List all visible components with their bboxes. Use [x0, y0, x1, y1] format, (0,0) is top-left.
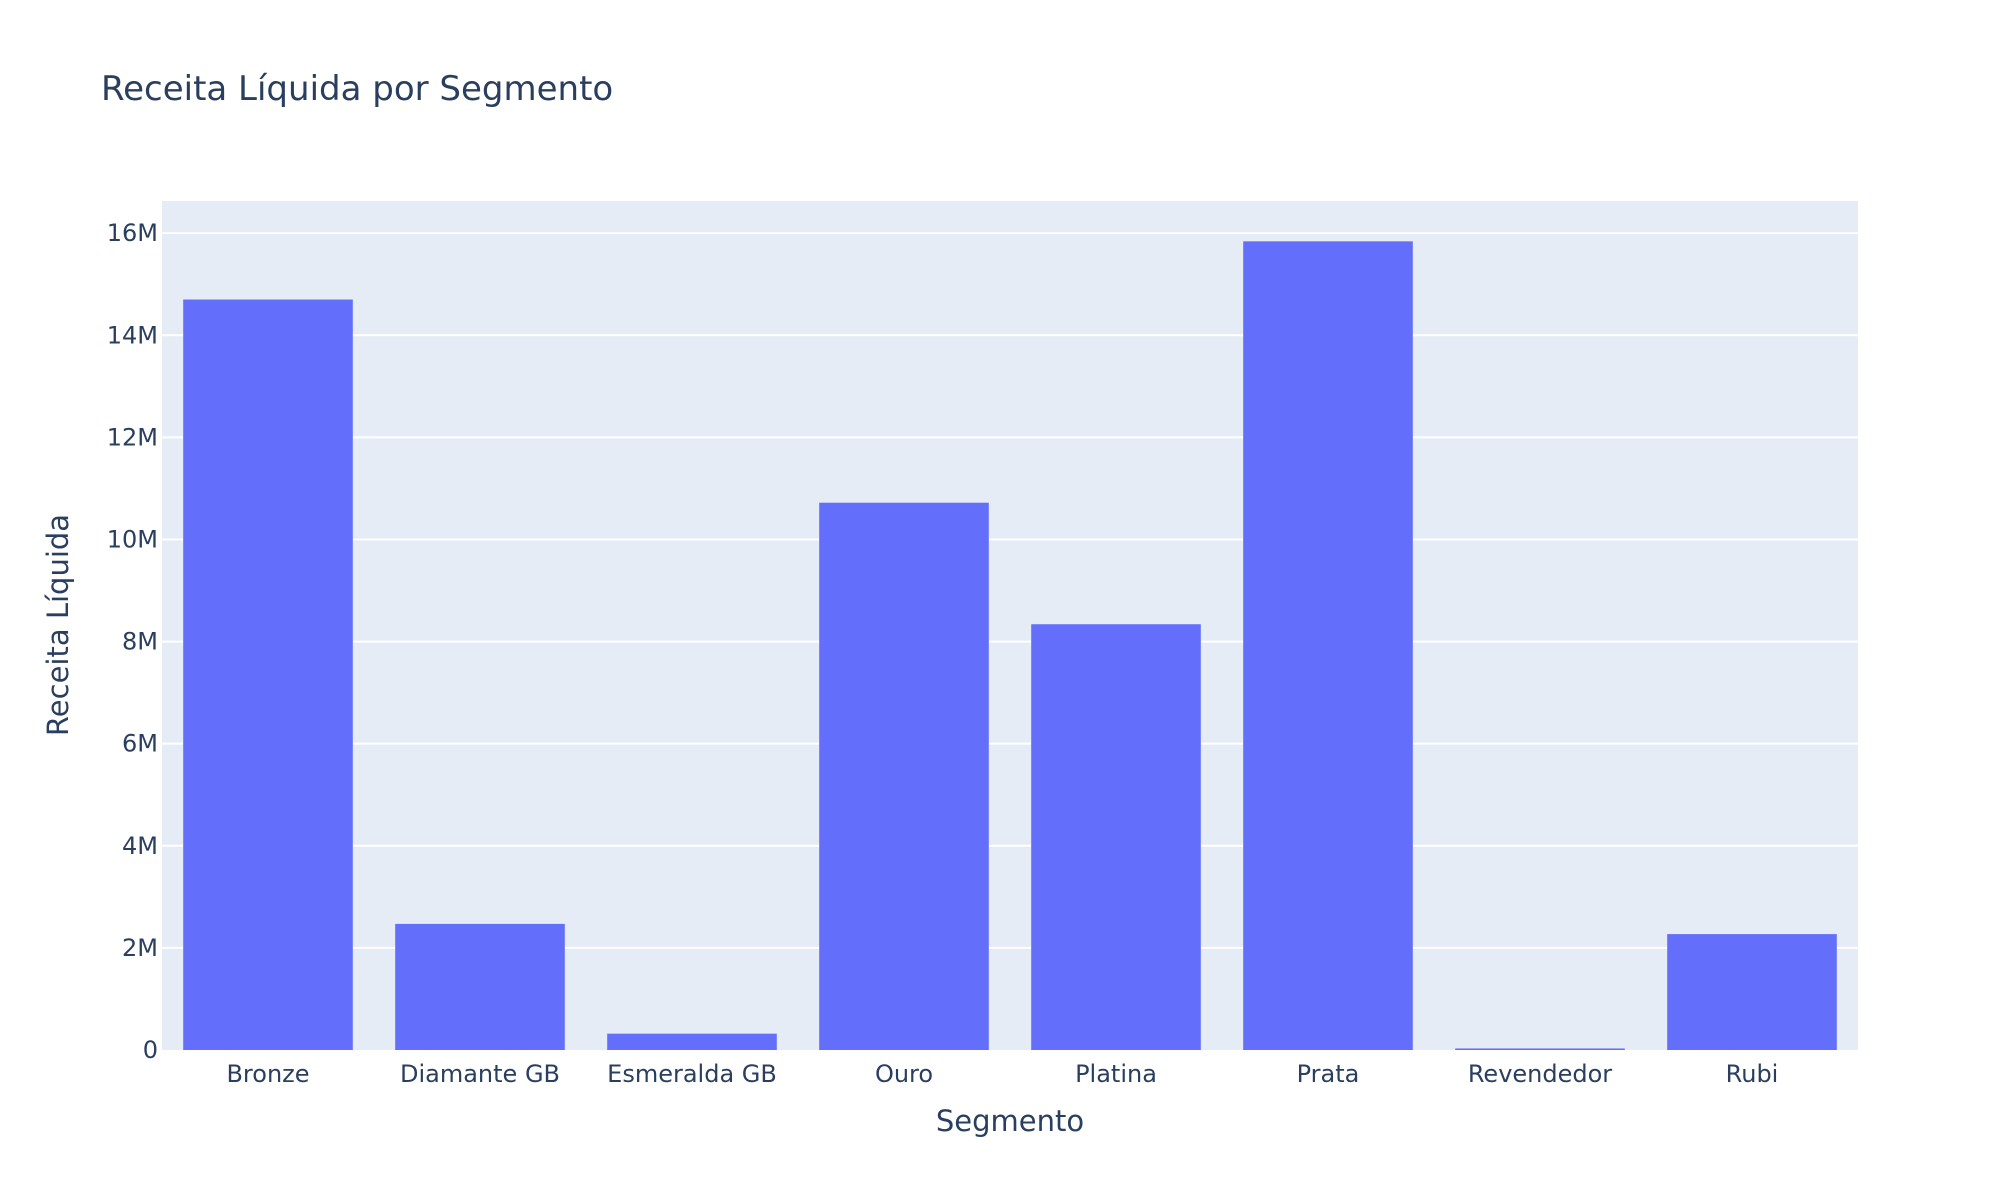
- bar-ouro: [819, 502, 989, 1050]
- plot-area: [162, 201, 1858, 1050]
- y-tick-label: 2M: [122, 934, 158, 962]
- y-tick-label: 16M: [107, 219, 158, 247]
- gridlines: [162, 232, 1858, 949]
- bar-esmeralda-gb: [607, 1033, 777, 1050]
- y-axis-title: Receita Líquida: [41, 514, 75, 736]
- x-tick-label: Bronze: [226, 1060, 309, 1088]
- y-tick-label: 12M: [107, 423, 158, 451]
- x-tick-label: Ouro: [875, 1060, 933, 1088]
- y-tick-label: 6M: [122, 730, 158, 758]
- x-tick-label: Diamante GB: [400, 1060, 560, 1088]
- x-axis-title: Segmento: [936, 1104, 1084, 1138]
- x-tick-label: Platina: [1075, 1060, 1157, 1088]
- y-axis-ticks: 0 2M 4M 6M 8M 10M 12M 14M 16M: [107, 219, 158, 1064]
- bar-platina: [1031, 624, 1201, 1050]
- bar-bronze: [183, 299, 353, 1050]
- x-axis-ticks: Bronze Diamante GB Esmeralda GB Ouro Platina…: [226, 1060, 1778, 1088]
- bar-revendedor: [1455, 1048, 1625, 1050]
- bar-prata: [1243, 241, 1413, 1051]
- chart-title: Receita Líquida por Segmento: [101, 69, 613, 109]
- x-tick-label: Prata: [1297, 1060, 1360, 1088]
- y-tick-label: 4M: [122, 832, 158, 860]
- bar-rubi: [1667, 934, 1837, 1050]
- bar-diamante-gb: [395, 923, 565, 1050]
- y-tick-label: 0: [143, 1036, 158, 1064]
- x-tick-label: Revendedor: [1468, 1060, 1612, 1088]
- x-tick-label: Esmeralda GB: [607, 1060, 777, 1088]
- bars: [183, 241, 1837, 1051]
- x-tick-label: Rubi: [1726, 1060, 1779, 1088]
- y-tick-label: 10M: [107, 525, 158, 553]
- y-tick-label: 14M: [107, 321, 158, 349]
- y-tick-label: 8M: [122, 628, 158, 656]
